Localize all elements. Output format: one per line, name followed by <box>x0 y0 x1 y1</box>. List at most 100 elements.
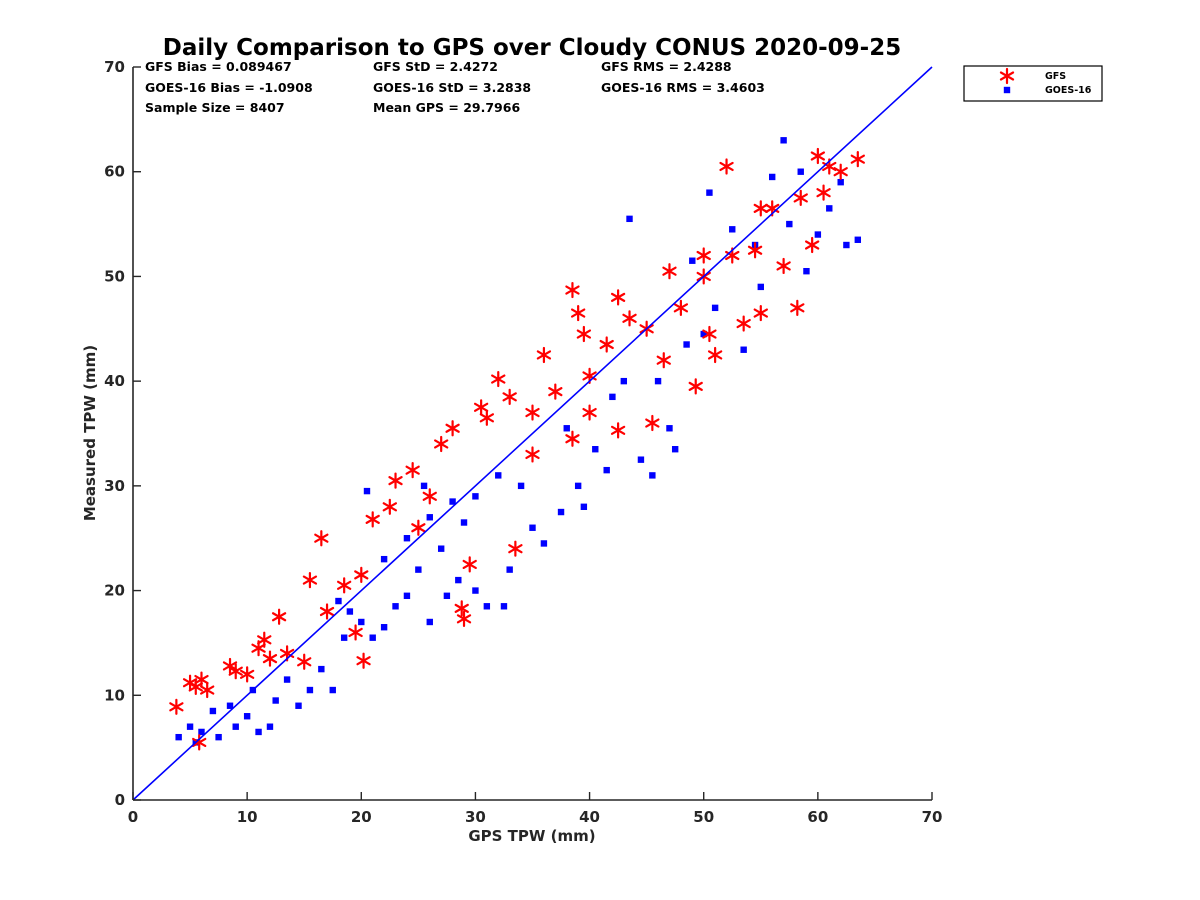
asterisk-stroke <box>525 407 540 418</box>
goes-16-point <box>711 304 719 312</box>
asterisk-stroke <box>445 423 460 433</box>
series-goes-16 <box>175 137 862 746</box>
x-tick-label: 10 <box>237 808 258 826</box>
goes-16-point <box>472 493 479 500</box>
gfs-point <box>548 383 563 400</box>
y-tick-label: 50 <box>104 267 125 285</box>
goes-16-point <box>786 220 793 228</box>
goes-16-point <box>380 555 388 563</box>
asterisk-stroke <box>565 285 580 295</box>
y-tick-label: 10 <box>104 686 125 704</box>
goes-16-point <box>415 566 422 573</box>
asterisk-stroke <box>804 240 820 250</box>
goes-16-point <box>306 686 314 694</box>
y-axis-ticks: 0 10 20 30 40 50 60 70 <box>104 58 141 809</box>
asterisk-stroke <box>790 303 805 313</box>
legend-gfs-marker <box>999 67 1015 85</box>
gfs-point <box>228 663 243 680</box>
asterisk-stroke <box>454 603 469 613</box>
asterisk-stroke <box>696 250 711 261</box>
goes-16-point <box>472 587 479 594</box>
gfs-point <box>434 435 449 453</box>
gfs-point <box>804 236 820 254</box>
asterisk-stroke <box>188 682 203 692</box>
asterisk-stroke <box>297 657 312 667</box>
asterisk-stroke <box>753 308 768 318</box>
goes-16-point <box>380 624 388 631</box>
gfs-point <box>790 299 805 316</box>
goes-16-point <box>769 173 776 181</box>
goes-16-point <box>420 482 428 490</box>
gfs-point <box>382 498 397 515</box>
gfs-point <box>753 304 768 322</box>
gfs-point <box>194 671 209 688</box>
gfs-point <box>356 652 371 669</box>
reference-line-1-1 <box>132 66 933 801</box>
gfs-point <box>192 734 207 751</box>
asterisk-stroke <box>365 514 380 524</box>
gfs-point <box>200 681 215 699</box>
asterisk-stroke <box>228 666 243 676</box>
goes-16-point <box>449 498 456 505</box>
plot-marks <box>169 137 865 751</box>
goes-16-point <box>483 603 491 610</box>
legend-goes-16-label: GOES-16 <box>1045 85 1092 96</box>
gfs-point <box>454 600 469 617</box>
asterisk-stroke <box>502 392 517 402</box>
asterisk-stroke <box>688 381 703 391</box>
goes-16-point <box>232 723 239 730</box>
gfs-point <box>536 346 552 364</box>
goes-16-point <box>803 267 810 275</box>
goes-16-point <box>500 603 508 610</box>
asterisk-stroke <box>702 329 717 339</box>
stats-block: GFS Bias = 0.089467 GFS StD = 2.4272 GFS R… <box>145 59 765 115</box>
gfs-point <box>302 571 318 589</box>
x-tick-label: 50 <box>693 808 714 826</box>
goes-16-point <box>369 634 376 641</box>
stat-label: Mean GPS = 29.7966 <box>373 100 520 115</box>
gfs-point <box>491 370 506 388</box>
asterisk-stroke <box>491 374 506 384</box>
gfs-point <box>169 698 184 715</box>
goes-16-point <box>780 137 787 144</box>
x-tick-label: 40 <box>579 808 600 826</box>
gfs-point <box>736 315 751 332</box>
asterisk-stroke <box>610 425 626 435</box>
stat-label: GOES-16 Bias = -1.0908 <box>145 80 313 95</box>
asterisk-stroke <box>337 580 352 590</box>
goes-16-point <box>563 425 570 432</box>
y-axis-label: Measured TPW (mm) <box>81 345 99 521</box>
goes-16-point <box>403 592 411 600</box>
asterisk-stroke <box>645 418 660 428</box>
goes-16-point <box>626 215 633 223</box>
gfs-point <box>348 624 363 641</box>
gfs-point <box>610 422 626 439</box>
x-axis-ticks: 0 10 20 30 40 50 60 70 <box>128 792 942 826</box>
goes-16-point <box>335 597 342 605</box>
asterisk-stroke <box>222 661 238 671</box>
legend-goes-16-marker <box>1003 86 1011 94</box>
goes-16-point <box>706 189 713 196</box>
asterisk-stroke <box>348 627 363 638</box>
asterisk-stroke <box>536 350 552 360</box>
gfs-point <box>610 289 626 306</box>
asterisk-stroke <box>736 318 751 329</box>
gfs-point <box>502 388 517 405</box>
gfs-point <box>422 488 437 505</box>
goes-16-point <box>392 603 399 610</box>
gfs-point <box>645 414 660 432</box>
goes-16-point <box>272 697 279 704</box>
stat-label: Sample Size = 8407 <box>145 100 285 115</box>
asterisk-stroke <box>793 193 808 203</box>
goes-16-point <box>426 618 433 626</box>
x-tick-label: 30 <box>465 808 486 826</box>
gfs-point <box>508 540 523 557</box>
gfs-point <box>388 472 403 489</box>
gfs-point <box>688 378 703 395</box>
asterisk-stroke <box>405 465 420 475</box>
asterisk-stroke <box>319 606 335 617</box>
gfs-point <box>239 666 255 683</box>
gfs-point <box>271 608 287 625</box>
goes-16-point <box>671 446 679 453</box>
